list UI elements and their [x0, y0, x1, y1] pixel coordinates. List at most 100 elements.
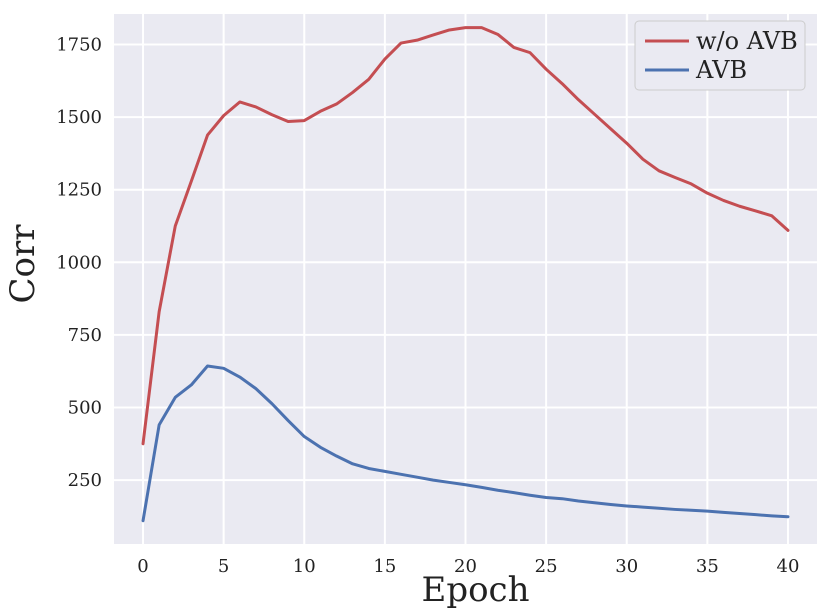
series-group — [141, 26, 790, 523]
data-point-w-o-avb — [303, 119, 306, 122]
data-point-w-o-avb — [367, 78, 370, 81]
data-point-w-o-avb — [464, 26, 467, 29]
data-point-w-o-avb — [625, 142, 628, 145]
data-point-avb — [335, 455, 338, 458]
data-point-w-o-avb — [158, 310, 161, 313]
x-tick-label: 25 — [535, 556, 558, 577]
data-point-avb — [464, 483, 467, 486]
data-point-w-o-avb — [480, 26, 483, 29]
y-tick-label: 1500 — [56, 107, 102, 128]
grid — [114, 14, 817, 544]
data-point-avb — [351, 462, 354, 465]
data-point-avb — [577, 500, 580, 503]
data-point-w-o-avb — [319, 110, 322, 113]
data-point-w-o-avb — [351, 91, 354, 94]
data-point-w-o-avb — [770, 214, 773, 217]
data-point-avb — [174, 396, 177, 399]
data-point-w-o-avb — [254, 105, 257, 108]
y-tick-label: 250 — [68, 470, 102, 491]
data-point-avb — [432, 479, 435, 482]
data-point-w-o-avb — [383, 58, 386, 61]
x-tick-label: 30 — [615, 556, 638, 577]
data-point-w-o-avb — [190, 179, 193, 182]
x-tick-label: 0 — [137, 556, 148, 577]
data-point-avb — [512, 491, 515, 494]
data-point-avb — [770, 514, 773, 517]
data-point-w-o-avb — [271, 113, 274, 116]
data-point-w-o-avb — [335, 103, 338, 106]
data-point-avb — [271, 402, 274, 405]
series-line-avb — [141, 364, 790, 523]
data-point-w-o-avb — [238, 100, 241, 103]
data-point-avb — [238, 376, 241, 379]
y-tick-label: 1250 — [56, 180, 102, 201]
data-point-avb — [448, 481, 451, 484]
data-point-w-o-avb — [641, 158, 644, 161]
data-point-avb — [657, 507, 660, 510]
data-point-w-o-avb — [142, 442, 145, 445]
y-tick-label: 1000 — [56, 252, 102, 273]
x-tick-label: 35 — [696, 556, 719, 577]
data-point-avb — [706, 510, 709, 513]
data-point-avb — [641, 506, 644, 509]
data-point-avb — [545, 496, 548, 499]
data-point-w-o-avb — [448, 28, 451, 31]
data-point-w-o-avb — [496, 33, 499, 36]
data-point-avb — [496, 489, 499, 492]
legend: w/o AVB AVB — [634, 20, 806, 91]
data-point-avb — [416, 476, 419, 479]
data-point-w-o-avb — [722, 199, 725, 202]
data-point-avb — [786, 515, 789, 518]
data-point-w-o-avb — [528, 51, 531, 54]
data-point-avb — [383, 470, 386, 473]
data-point-w-o-avb — [609, 127, 612, 130]
data-point-avb — [400, 473, 403, 476]
data-point-avb — [206, 364, 209, 367]
tick-labels: 0 5 10 15 20 25 30 35 40 250 500 750 1000 1250 1500 175… — [56, 34, 799, 577]
data-point-avb — [528, 494, 531, 497]
data-point-w-o-avb — [206, 134, 209, 137]
data-point-w-o-avb — [545, 68, 548, 71]
data-point-w-o-avb — [577, 98, 580, 101]
data-point-avb — [593, 501, 596, 504]
x-tick-label: 20 — [454, 556, 477, 577]
data-point-w-o-avb — [738, 205, 741, 208]
data-point-w-o-avb — [754, 209, 757, 212]
data-point-avb — [754, 513, 757, 516]
data-point-w-o-avb — [593, 113, 596, 116]
data-point-avb — [561, 497, 564, 500]
data-point-avb — [254, 387, 257, 390]
data-point-w-o-avb — [657, 169, 660, 172]
legend-label-avb: AVB — [695, 56, 747, 84]
data-point-avb — [158, 423, 161, 426]
data-point-w-o-avb — [287, 120, 290, 123]
y-axis-title: Corr — [3, 224, 43, 304]
data-point-w-o-avb — [416, 39, 419, 42]
data-point-w-o-avb — [786, 229, 789, 232]
x-tick-label: 15 — [373, 556, 396, 577]
x-tick-label: 40 — [777, 556, 800, 577]
data-point-avb — [319, 446, 322, 449]
data-point-w-o-avb — [400, 42, 403, 45]
y-tick-label: 1750 — [56, 34, 102, 55]
data-point-w-o-avb — [690, 182, 693, 185]
data-point-w-o-avb — [432, 33, 435, 36]
data-point-avb — [722, 511, 725, 514]
x-axis-title: Epoch — [422, 570, 530, 610]
y-tick-label: 750 — [68, 325, 102, 346]
data-point-avb — [480, 486, 483, 489]
data-point-avb — [690, 509, 693, 512]
x-tick-label: 5 — [218, 556, 229, 577]
data-point-avb — [287, 419, 290, 422]
data-point-avb — [738, 512, 741, 515]
data-point-w-o-avb — [174, 225, 177, 228]
data-point-avb — [142, 519, 145, 522]
data-point-avb — [222, 367, 225, 370]
data-point-w-o-avb — [512, 46, 515, 49]
data-point-avb — [609, 503, 612, 506]
data-point-avb — [367, 467, 370, 470]
data-point-avb — [625, 504, 628, 507]
data-point-avb — [190, 383, 193, 386]
